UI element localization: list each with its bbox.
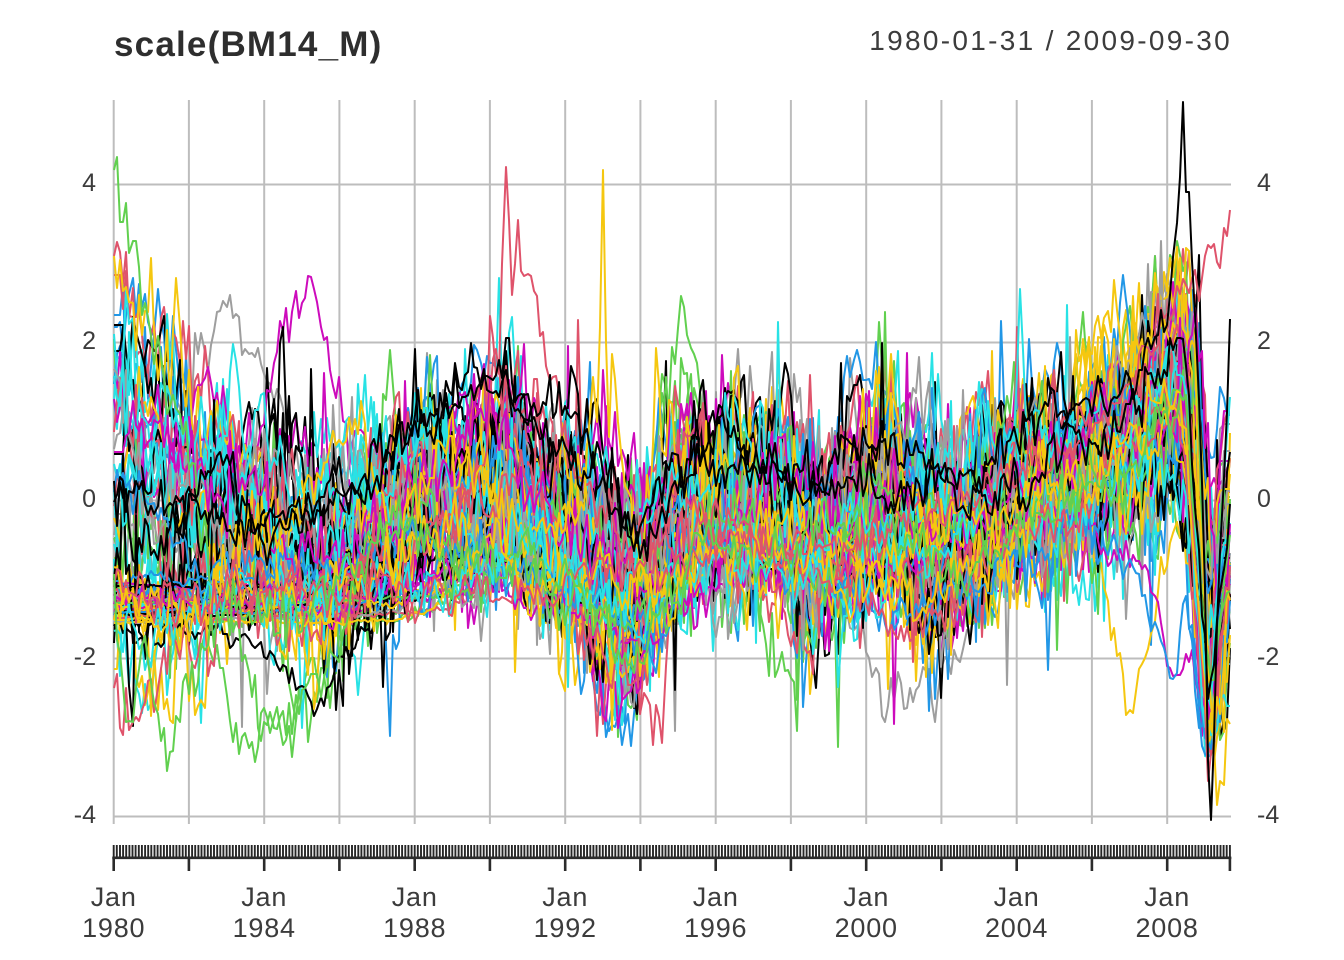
- svg-text:-2: -2: [74, 643, 96, 671]
- svg-text:Jan: Jan: [392, 882, 438, 912]
- svg-text:Jan: Jan: [241, 882, 287, 912]
- svg-text:1992: 1992: [534, 913, 597, 943]
- svg-text:0: 0: [82, 485, 96, 513]
- svg-text:2: 2: [1257, 327, 1271, 355]
- svg-text:scale(BM14_M): scale(BM14_M): [114, 25, 382, 64]
- svg-text:Jan: Jan: [542, 882, 588, 912]
- svg-text:1984: 1984: [233, 913, 296, 943]
- svg-text:Jan: Jan: [91, 882, 137, 912]
- svg-text:Jan: Jan: [843, 882, 889, 912]
- svg-text:2: 2: [82, 327, 96, 355]
- svg-text:2004: 2004: [985, 913, 1048, 943]
- svg-text:4: 4: [82, 169, 96, 197]
- svg-text:2000: 2000: [835, 913, 898, 943]
- svg-text:1996: 1996: [684, 913, 747, 943]
- svg-text:Jan: Jan: [1144, 882, 1190, 912]
- svg-text:0: 0: [1257, 485, 1271, 513]
- svg-text:2008: 2008: [1135, 913, 1198, 943]
- svg-text:-4: -4: [1257, 801, 1279, 829]
- svg-text:Jan: Jan: [994, 882, 1040, 912]
- svg-text:1980-01-31 / 2009-09-30: 1980-01-31 / 2009-09-30: [869, 25, 1232, 56]
- svg-text:-2: -2: [1257, 643, 1279, 671]
- svg-text:-4: -4: [74, 801, 96, 829]
- svg-text:4: 4: [1257, 169, 1271, 197]
- svg-text:1988: 1988: [383, 913, 446, 943]
- svg-text:1980: 1980: [82, 913, 145, 943]
- svg-text:Jan: Jan: [693, 882, 739, 912]
